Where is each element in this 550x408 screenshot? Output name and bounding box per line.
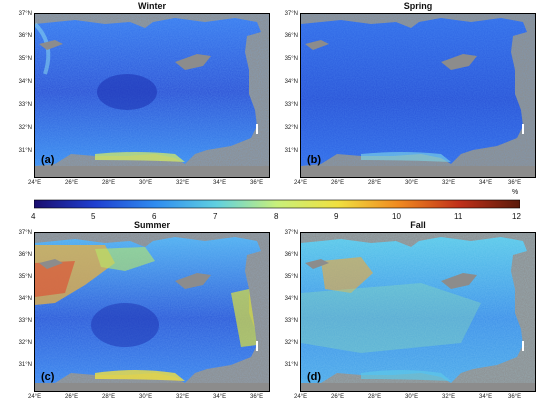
lat-tick: 35°N (18, 274, 32, 280)
colorbar-tick: 4 (31, 212, 36, 221)
panel-fall: Fall (d) 37°N 36°N 35°N 34°N (285, 220, 536, 400)
lon-tick: 32°E (176, 180, 190, 186)
map-frame: (c) (34, 232, 270, 392)
lat-tick: 36°N (18, 252, 32, 258)
panel-title: Spring (403, 1, 433, 11)
colorbar-tick: 11 (454, 212, 463, 221)
lon-tick: 28°E (368, 180, 382, 186)
colorbar-tick: 10 (392, 212, 401, 221)
lon-tick: 32°E (442, 394, 456, 400)
map-frame: (d) (300, 232, 536, 392)
panel-summer: Summer (c) 37 (19, 220, 270, 400)
lon-tick: 26°E (331, 394, 345, 400)
colorbar-tick: 6 (152, 212, 157, 221)
lat-tick: 36°N (18, 33, 32, 39)
lat-tick: 36°N (284, 252, 298, 258)
lon-tick: 34°E (213, 180, 227, 186)
lon-tick: 24°E (294, 180, 308, 186)
lon-tick: 32°E (442, 180, 456, 186)
lat-tick: 37°N (284, 11, 298, 17)
lat-tick: 32°N (18, 340, 32, 346)
lat-tick: 35°N (284, 56, 298, 62)
lon-tick: 28°E (368, 394, 382, 400)
lat-tick: 33°N (18, 102, 32, 108)
colorbar: % 4 5 6 7 8 9 10 11 12 (31, 189, 521, 226)
lon-tick: 30°E (405, 394, 419, 400)
lon-tick: 24°E (28, 394, 42, 400)
lat-tick: 33°N (284, 318, 298, 324)
colorbar-tick: 9 (334, 212, 339, 221)
lat-tick: 37°N (18, 11, 32, 17)
colorbar-ramp (34, 199, 520, 209)
lat-tick: 34°N (18, 296, 32, 302)
lon-tick: 26°E (65, 180, 79, 186)
lon-tick: 36°E (250, 180, 264, 186)
colorbar-tick: 12 (512, 212, 521, 221)
lat-tick: 36°N (284, 33, 298, 39)
lat-tick: 35°N (18, 56, 32, 62)
lon-tick: 30°E (139, 394, 153, 400)
panel-letter: (a) (41, 154, 55, 166)
lon-tick: 36°E (508, 180, 522, 186)
lon-tick: 24°E (294, 394, 308, 400)
lat-tick: 35°N (284, 274, 298, 280)
colorbar-tick: 8 (274, 212, 279, 221)
lat-tick: 37°N (284, 230, 298, 236)
lat-tick: 37°N (18, 230, 32, 236)
winter-map (35, 14, 269, 177)
lat-tick: 31°N (284, 148, 298, 154)
panel-letter: (d) (307, 371, 322, 383)
panel-letter: (b) (307, 154, 322, 166)
lon-tick: 24°E (28, 180, 42, 186)
lon-tick: 28°E (102, 180, 116, 186)
summer-map (35, 233, 269, 391)
panel-title: Fall (410, 220, 426, 230)
map-frame: (a) (34, 13, 270, 178)
lon-tick: 34°E (213, 394, 227, 400)
lat-tick: 34°N (284, 79, 298, 85)
map-frame: (b) (300, 13, 536, 178)
lon-tick: 34°E (479, 180, 493, 186)
lat-tick: 33°N (284, 102, 298, 108)
lon-tick: 32°E (176, 394, 190, 400)
lon-tick: 26°E (331, 180, 345, 186)
lat-tick: 33°N (18, 318, 32, 324)
panel-title: Summer (133, 220, 170, 230)
spring-map (301, 14, 535, 177)
colorbar-tick: 7 (213, 212, 218, 221)
lat-tick: 32°N (18, 125, 32, 131)
lon-tick: 36°E (508, 394, 522, 400)
lat-tick: 32°N (284, 125, 298, 131)
colorbar-unit: % (512, 189, 519, 196)
lon-tick: 34°E (479, 394, 493, 400)
colorbar-tick: 5 (91, 212, 96, 221)
lat-tick: 31°N (284, 362, 298, 368)
lon-tick: 36°E (250, 394, 264, 400)
lat-tick: 31°N (18, 362, 32, 368)
lat-tick: 32°N (284, 340, 298, 346)
panel-title: Winter (138, 1, 166, 11)
panel-letter: (c) (41, 371, 55, 383)
lon-tick: 30°E (139, 180, 153, 186)
lon-tick: 28°E (102, 394, 116, 400)
lat-tick: 34°N (284, 296, 298, 302)
lat-tick: 34°N (18, 79, 32, 85)
panel-spring: Spring (b) 37°N 36°N 35°N 34°N 33°N 32 (285, 1, 536, 186)
fall-map (301, 233, 535, 391)
panel-winter: Winter (a) 37°N 36°N 35°N 34 (19, 1, 270, 186)
lon-tick: 26°E (65, 394, 79, 400)
lat-tick: 31°N (18, 148, 32, 154)
lon-tick: 30°E (405, 180, 419, 186)
